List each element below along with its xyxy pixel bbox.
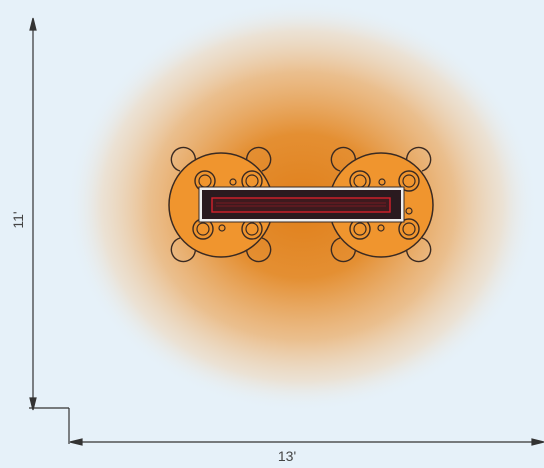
infrared-heater bbox=[198, 186, 405, 223]
glass-right-3 bbox=[405, 207, 413, 215]
height-dimension-line bbox=[29, 17, 69, 411]
width-dimension-line bbox=[68, 408, 544, 446]
glass-left-1 bbox=[229, 178, 237, 186]
width-dimension-label: 13' bbox=[277, 448, 297, 464]
chair-left-tr bbox=[245, 146, 272, 172]
glass-right-2 bbox=[377, 224, 385, 232]
heater-element bbox=[211, 197, 391, 213]
chair-left-tl bbox=[170, 146, 197, 172]
glass-right-1 bbox=[378, 178, 386, 186]
plate-right-2 bbox=[398, 170, 420, 192]
chair-right-tr bbox=[405, 146, 432, 172]
chair-right-br bbox=[405, 237, 432, 263]
glass-left-2 bbox=[218, 224, 226, 232]
height-dimension-label: 11' bbox=[10, 211, 26, 229]
chair-left-bl bbox=[170, 237, 197, 263]
chair-left-br bbox=[245, 237, 272, 263]
plate-right-4 bbox=[398, 218, 420, 240]
chair-right-tl bbox=[330, 146, 357, 172]
chair-right-bl bbox=[330, 237, 357, 263]
